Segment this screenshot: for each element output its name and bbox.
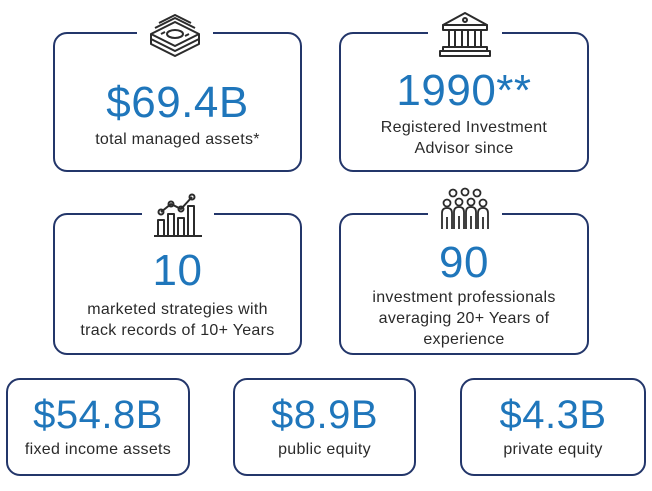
money-stack-icon [137, 8, 213, 62]
stat-card-strategies: 10 marketed strategies with track record… [53, 213, 302, 355]
stat-label-line1: Registered Investment [380, 119, 548, 136]
stat-value: 10 [152, 246, 203, 295]
stat-label: private equity [503, 440, 603, 458]
stat-label: fixed income assets [24, 440, 172, 458]
stat-label-line1: marketed strategies with [87, 301, 268, 318]
growth-chart-icon [142, 190, 214, 242]
team-people-icon [428, 184, 502, 236]
stat-label-line2: track records of 10+ Years [80, 322, 275, 339]
bank-building-icon [428, 6, 502, 62]
stat-label: public equity [278, 440, 371, 458]
stat-label-line3: experience [423, 330, 505, 348]
stat-card-professionals: 90 investment professionals averaging 20… [339, 213, 589, 355]
stat-value: 90 [439, 237, 489, 287]
stat-label-line2: averaging 20+ Years of [378, 309, 550, 327]
stat-card-public-equity: $8.9B public equity [233, 378, 416, 476]
stat-value: $8.9B [270, 392, 379, 437]
stat-value: $69.4B [106, 77, 249, 127]
stat-label: total managed assets* [95, 130, 260, 148]
stat-value: $54.8B [33, 392, 163, 437]
stat-label-line1: investment professionals [372, 288, 556, 306]
stat-value: 1990** [396, 66, 532, 115]
stat-card-fixed-income: $54.8B fixed income assets [6, 378, 190, 476]
stat-value: $4.3B [499, 392, 607, 437]
stat-label-line2: Advisor since [414, 140, 514, 157]
stat-card-private-equity: $4.3B private equity [460, 378, 646, 476]
